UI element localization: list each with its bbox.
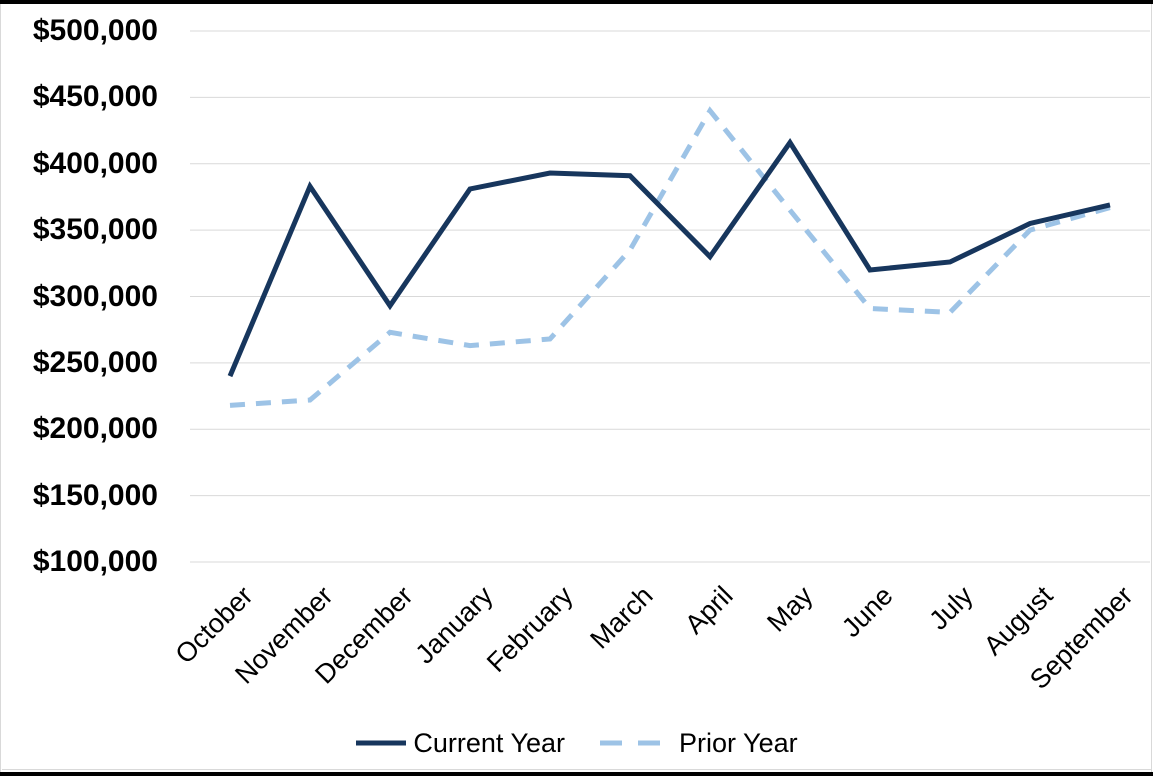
figure-bottom-border (0, 772, 1153, 776)
y-tick-label: $100,000 (32, 545, 158, 578)
figure-top-border (0, 0, 1153, 4)
figure-right-edge (1151, 4, 1152, 772)
y-tick-label: $500,000 (32, 14, 158, 47)
y-tick-label: $150,000 (32, 478, 158, 512)
legend-item-current-year: Current Year (355, 726, 565, 760)
series-line-current-year (227, 137, 1111, 378)
figure-left-edge (0, 4, 1, 772)
y-tick-label: $300,000 (32, 279, 158, 313)
legend-item-prior-year: Prior Year (599, 726, 798, 760)
y-tick-label: $450,000 (32, 80, 158, 114)
y-tick-label: $250,000 (32, 345, 158, 379)
y-tick-label: $200,000 (32, 412, 158, 446)
legend-label-current-year: Current Year (413, 728, 566, 758)
prior-year-line-swatch-icon (600, 740, 673, 746)
legend: Current Year Prior Year (0, 726, 1153, 760)
y-tick-label: $400,000 (32, 146, 158, 180)
series-line-prior-year (229, 106, 1111, 408)
current-year-line-swatch-icon (356, 740, 407, 746)
gridlines (190, 30, 1150, 563)
legend-label-prior-year: Prior Year (679, 728, 798, 758)
y-tick-label: $350,000 (32, 213, 158, 247)
figure-bottom-rule (2, 769, 1151, 770)
